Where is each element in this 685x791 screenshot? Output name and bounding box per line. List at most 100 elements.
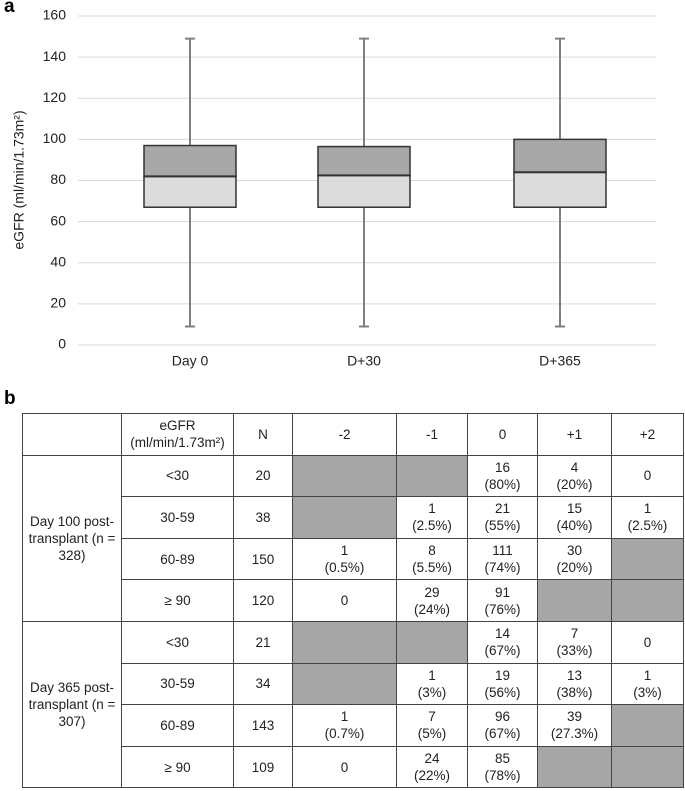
row: ≥ 90 120 0 29 (24%) 91 (76%) (23, 579, 684, 622)
data-cell: 13 (38%) (537, 662, 612, 706)
egfr-cell: 60-89 (121, 704, 234, 747)
header-cell: -2 (292, 413, 397, 456)
cell-count: 30 (566, 543, 583, 559)
cell-count: 1 (643, 501, 652, 517)
cell-percent: (76%) (484, 601, 521, 617)
cell-count: 21 (494, 501, 511, 517)
cell-count: 96 (494, 709, 511, 725)
egfr-cell: 30-59 (121, 496, 234, 539)
data-cell: 0 (611, 620, 684, 664)
row: 30-59 34 1 (3%) 19 (56%) 13 (38%) 1 (3%) (23, 662, 684, 706)
cell-percent: (33%) (556, 643, 593, 659)
chart: eGFR (ml/min/1.73m²) 0 20 40 60 80 100 120 140 1… (11, 7, 656, 369)
cell-count: 14 (494, 626, 511, 642)
empty-cell (292, 454, 397, 498)
row: Day 100 post-transplant (n = 328) <30 20 16… (22, 454, 684, 622)
data-cell: 1 (0.5%) (292, 537, 397, 581)
cell-percent: (27.3%) (550, 726, 599, 742)
cell-percent: (2.5%) (627, 518, 668, 534)
cell-percent: (20%) (556, 560, 593, 576)
data-cell: 0 (292, 579, 397, 622)
cell-count: 1 (340, 709, 349, 725)
cell-count: 0 (643, 634, 652, 650)
cell-count: 1 (340, 543, 349, 559)
cell-percent: (74%) (484, 560, 521, 576)
header-cell: -1 (396, 413, 468, 456)
cell-percent: (55%) (484, 518, 521, 534)
header-row: eGFR (ml/min/1.73m²) N -2 -1 0 +1 +2 (22, 413, 684, 456)
cell-count: 15 (566, 501, 583, 517)
cell-percent: (80%) (484, 476, 521, 492)
y-tick-label: 100 (43, 130, 67, 146)
egfr-cell: ≥ 90 (121, 745, 234, 789)
data-cell: 14 (67%) (467, 620, 538, 664)
box-upper (143, 144, 237, 178)
cell-count: 91 (494, 584, 511, 600)
cell-percent: (24%) (413, 601, 450, 617)
row: ≥ 90 109 0 24 (22%) 85 (78%) (23, 745, 684, 789)
cell-count: 0 (643, 468, 652, 484)
data-cell: 1 (3%) (611, 662, 684, 706)
y-tick-label: 120 (43, 89, 67, 105)
empty-cell (611, 745, 684, 789)
data-cell: 0 (292, 745, 397, 789)
cell-count: 1 (428, 501, 436, 517)
x-tick-label: D+30 (347, 353, 381, 369)
box-lower (143, 175, 237, 208)
cell-percent: (0.5%) (324, 560, 365, 576)
box-lower (513, 171, 607, 208)
data-cell: 91 (76%) (467, 579, 538, 622)
egfr-cell: 30-59 (121, 662, 234, 706)
empty-cell (537, 579, 612, 622)
x-tick-label: D+365 (539, 353, 581, 369)
y-tick-label: 20 (50, 295, 66, 311)
group-label: Day 100 post-transplant (n = 328) (22, 454, 122, 622)
y-tick-label: 80 (50, 171, 66, 187)
data-cell: 15 (40%) (537, 496, 612, 539)
empty-cell (292, 496, 397, 539)
n-cell: 120 (233, 579, 293, 622)
header-cell: eGFR (ml/min/1.73m²) (121, 413, 234, 456)
cell-percent: (40%) (556, 518, 593, 534)
cell-count: 111 (492, 543, 513, 559)
header-cell: N (233, 413, 293, 456)
cell-percent: (38%) (556, 684, 593, 700)
cell-count: 7 (428, 709, 436, 725)
cell-percent: (0.7%) (324, 726, 365, 742)
cell-count: 1 (428, 667, 436, 683)
cell-percent: (5%) (417, 726, 447, 742)
n-cell: 34 (233, 662, 293, 706)
cell-count: 24 (424, 751, 440, 767)
n-cell: 38 (233, 496, 293, 539)
box-upper (317, 145, 411, 177)
cell-count: 16 (494, 459, 511, 475)
data-cell: 1 (3%) (396, 662, 468, 706)
cell-percent: (78%) (484, 768, 521, 784)
cell-percent: (67%) (484, 726, 521, 742)
n-cell: 20 (233, 454, 293, 498)
data-cell: 4 (20%) (537, 454, 612, 498)
cell-percent: (67%) (484, 643, 521, 659)
header-cell: +1 (537, 413, 612, 456)
data-cell: 1 (2.5%) (396, 496, 468, 539)
y-tick-label: 0 (58, 336, 66, 352)
data-cell: 1 (2.5%) (611, 496, 684, 539)
panel-label: b (4, 388, 16, 409)
y-tick-label: 140 (43, 48, 67, 64)
x-tick-label: Day 0 (172, 353, 209, 369)
data-cell: 111 (74%) (467, 537, 538, 581)
data-cell: 16 (80%) (467, 454, 538, 498)
empty-cell (292, 620, 397, 664)
y-axis-label: eGFR (ml/min/1.73m²) (11, 110, 27, 249)
empty-cell (292, 662, 397, 706)
panel-label: a (4, 0, 15, 17)
cell-percent: (3%) (633, 684, 662, 700)
cell-count: 0 (340, 593, 349, 609)
empty-cell (537, 745, 612, 789)
cell-count: 8 (428, 543, 436, 559)
data-cell: 21 (55%) (467, 496, 538, 539)
group-label: Day 365 post-transplant (n = 307) (22, 620, 122, 789)
cell-count: 19 (494, 667, 511, 683)
y-tick-label: 60 (50, 212, 66, 228)
